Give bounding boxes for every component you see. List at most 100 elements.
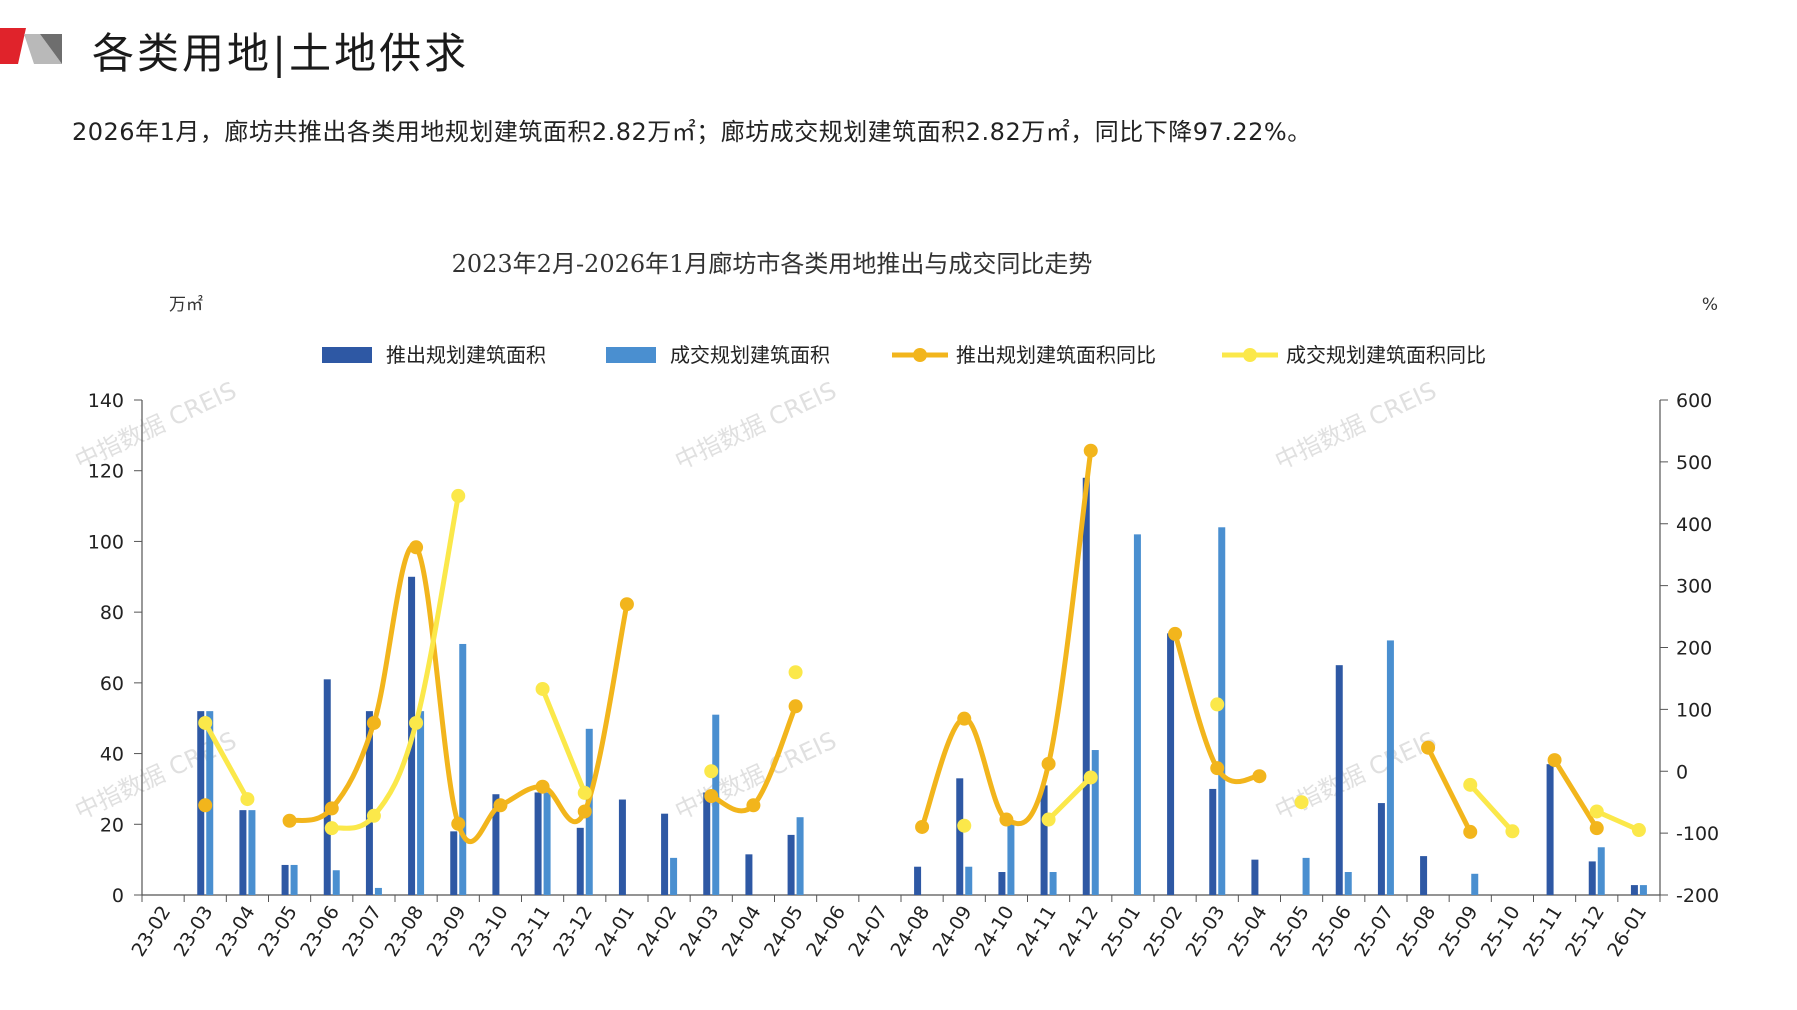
x-tick-label: 25-04 <box>1224 902 1272 960</box>
supply-yoy-point <box>198 798 213 813</box>
deal-bar <box>670 857 678 895</box>
supply-bar <box>1420 856 1428 895</box>
deal-bar <box>712 714 720 895</box>
x-tick-label: 25-09 <box>1435 902 1483 960</box>
lines <box>198 443 1646 844</box>
x-tick-label: 23-08 <box>380 902 428 960</box>
deal-bar <box>1218 527 1226 895</box>
y-right-tick-label: -100 <box>1676 823 1719 845</box>
deal-bar <box>332 870 340 895</box>
watermark-text: 中指数据 CREIS <box>671 376 841 475</box>
legend: 推出规划建筑面积 成交规划建筑面积 推出规划建筑面积同比 成交规划建筑面积同比 <box>322 343 1486 367</box>
deal-yoy-point <box>957 818 972 833</box>
deal-yoy-point <box>366 808 381 823</box>
deal-yoy-point <box>1505 824 1520 839</box>
deal-bar <box>1344 872 1352 895</box>
deal-yoy-point <box>1210 697 1225 712</box>
watermark-text: 中指数据 CREIS <box>1271 726 1441 825</box>
y-right-tick-label: 0 <box>1676 761 1688 783</box>
deal-yoy-point <box>1463 777 1478 792</box>
y-left-tick-label: 40 <box>100 744 124 766</box>
x-tick-label: 25-03 <box>1182 902 1230 960</box>
supply-bar <box>1167 633 1175 895</box>
supply-bar <box>1251 859 1259 895</box>
x-tick-label: 24-04 <box>718 902 766 960</box>
x-tick-label: 25-10 <box>1477 902 1525 960</box>
page-header: 各类用地|土地供求 <box>0 0 1797 110</box>
deal-yoy-point <box>1083 770 1098 785</box>
supply-bar <box>1040 785 1048 895</box>
supply-bar <box>323 679 331 895</box>
supply-bar <box>1335 665 1343 895</box>
supply-yoy-line <box>919 448 1094 830</box>
deal-yoy-point <box>1589 804 1604 819</box>
supply-bar <box>1546 764 1554 895</box>
x-tick-label: 24-12 <box>1055 902 1103 960</box>
x-tick-label: 24-09 <box>929 902 977 960</box>
x-axis-labels: 23-0223-0323-0423-0523-0623-0723-0823-09… <box>127 902 1651 960</box>
x-tick-label: 25-08 <box>1392 902 1440 960</box>
x-tick-label: 24-08 <box>886 902 934 960</box>
y-right-tick-label: -200 <box>1676 885 1719 907</box>
deal-bar <box>1133 534 1141 895</box>
y-left-tick-label: 60 <box>100 673 124 695</box>
deal-bar <box>1386 640 1394 895</box>
x-tick-label: 23-02 <box>127 902 175 960</box>
y-left-unit-label: 万㎡ <box>169 295 203 315</box>
supply-bar <box>492 794 500 895</box>
supply-yoy-point <box>999 812 1014 827</box>
x-tick-label: 23-09 <box>423 902 471 960</box>
x-tick-label: 24-06 <box>802 902 850 960</box>
y-left-tick-label: 120 <box>88 461 124 483</box>
supply-yoy-point <box>535 779 550 794</box>
y-right-tick-label: 600 <box>1676 390 1712 412</box>
legend-label: 成交规划建筑面积同比 <box>1286 343 1486 367</box>
deal-yoy-point <box>788 665 803 680</box>
supply-bar <box>745 854 753 895</box>
legend-marker-swatch <box>913 348 927 362</box>
deal-bar <box>543 792 551 895</box>
x-tick-label: 25-02 <box>1139 902 1187 960</box>
x-tick-label: 25-12 <box>1561 902 1609 960</box>
supply-yoy-point <box>1083 443 1098 458</box>
supply-bar <box>1209 788 1217 895</box>
deal-yoy-point <box>240 792 255 807</box>
supply-yoy-point <box>915 819 930 834</box>
supply-bar <box>787 834 795 895</box>
supply-yoy-point <box>788 699 803 714</box>
legend-label: 推出规划建筑面积同比 <box>956 343 1156 367</box>
x-tick-label: 23-03 <box>170 902 218 960</box>
supply-yoy-point <box>1589 821 1604 836</box>
supply-bar <box>1630 885 1638 895</box>
axes: 0 20 40 60 80 100 120 140 -200 -100 0 100 200 300 400 5… <box>88 390 1719 907</box>
supply-yoy-point <box>1252 769 1267 784</box>
supply-bar <box>365 711 373 895</box>
y-right-tick-label: 500 <box>1676 452 1712 474</box>
supply-yoy-point <box>577 804 592 819</box>
deal-bar <box>1597 847 1605 895</box>
legend-marker-swatch <box>1243 348 1257 362</box>
x-tick-label: 23-05 <box>254 902 302 960</box>
deal-yoy-point <box>535 681 550 696</box>
x-tick-label: 23-10 <box>465 902 513 960</box>
deal-bar <box>965 866 973 895</box>
deal-bar <box>1471 873 1479 895</box>
deal-bar <box>1007 820 1015 895</box>
supply-bar <box>618 799 626 895</box>
y-left-tick-label: 0 <box>112 885 124 907</box>
watermark-text: 中指数据 CREIS <box>1271 376 1441 475</box>
supply-yoy-point <box>324 801 339 816</box>
deal-bar <box>374 887 382 895</box>
supply-bar <box>998 872 1006 895</box>
y-left-tick-label: 80 <box>100 602 124 624</box>
deal-yoy-point <box>198 715 213 730</box>
deal-yoy-point <box>409 715 424 730</box>
deal-bar <box>1049 872 1057 895</box>
deal-yoy-line <box>329 493 461 831</box>
supply-yoy-point <box>366 715 381 730</box>
deal-yoy-point <box>1294 795 1309 810</box>
legend-label: 成交规划建筑面积 <box>670 343 830 367</box>
y-left-tick-label: 140 <box>88 390 124 412</box>
supply-bar <box>1082 477 1090 895</box>
x-tick-label: 24-01 <box>591 902 639 960</box>
